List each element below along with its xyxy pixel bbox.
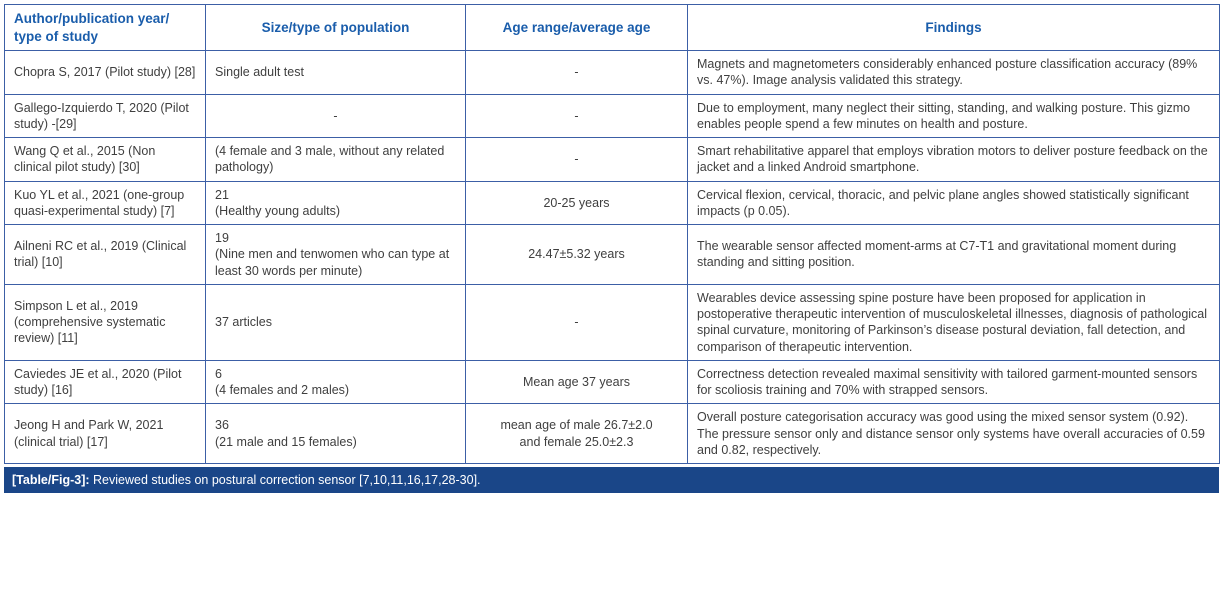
table-body: Chopra S, 2017 (Pilot study) [28] Single … <box>4 50 1220 465</box>
studies-table: Author/publication year/ type of study S… <box>4 3 1220 465</box>
cell-findings: Smart rehabilitative apparel that employ… <box>687 137 1220 182</box>
page: Author/publication year/ type of study S… <box>4 3 1220 494</box>
col-header-population: Size/type of population <box>205 3 466 52</box>
table-header-row: Author/publication year/ type of study S… <box>4 3 1220 52</box>
cell-age: - <box>465 93 688 139</box>
cell-age: mean age of male 26.7±2.0 and female 25.… <box>465 403 688 465</box>
cell-author: Simpson L et al., 2019 (comprehensive sy… <box>4 283 206 361</box>
cell-population: Single adult test <box>205 50 466 95</box>
caption-label: [Table/Fig-3]: <box>12 473 90 488</box>
table-row: Gallego-Izquierdo T, 2020 (Pilot study) … <box>4 93 1220 139</box>
table-row: Kuo YL et al., 2021 (one-group quasi-exp… <box>4 180 1220 226</box>
col-header-age: Age range/average age <box>465 3 688 52</box>
table-row: Simpson L et al., 2019 (comprehensive sy… <box>4 283 1220 361</box>
caption-text: Reviewed studies on postural correction … <box>89 473 481 488</box>
cell-author: Gallego-Izquierdo T, 2020 (Pilot study) … <box>4 93 206 139</box>
cell-findings: The wearable sensor affected moment-arms… <box>687 224 1220 285</box>
table-caption: [Table/Fig-3]: Reviewed studies on postu… <box>4 467 1219 494</box>
cell-population: 19 (Nine men and tenwomen who can type a… <box>205 224 466 285</box>
cell-population: - <box>205 93 466 139</box>
table-row: Chopra S, 2017 (Pilot study) [28] Single … <box>4 50 1220 95</box>
cell-author: Chopra S, 2017 (Pilot study) [28] <box>4 50 206 95</box>
cell-findings: Cervical flexion, cervical, thoracic, an… <box>687 180 1220 226</box>
cell-findings: Wearables device assessing spine posture… <box>687 283 1220 361</box>
cell-population: 6 (4 females and 2 males) <box>205 359 466 405</box>
cell-author: Kuo YL et al., 2021 (one-group quasi-exp… <box>4 180 206 226</box>
cell-author: Jeong H and Park W, 2021 (clinical trial… <box>4 403 206 465</box>
cell-author: Wang Q et al., 2015 (Non clinical pilot … <box>4 137 206 182</box>
cell-age: Mean age 37 years <box>465 359 688 405</box>
table-row: Ailneni RC et al., 2019 (Clinical trial)… <box>4 224 1220 285</box>
cell-findings: Overall posture categorisation accuracy … <box>687 403 1220 465</box>
cell-age: - <box>465 50 688 95</box>
cell-author: Caviedes JE et al., 2020 (Pilot study) [… <box>4 359 206 405</box>
cell-findings: Correctness detection revealed maximal s… <box>687 359 1220 405</box>
cell-findings: Magnets and magnetometers considerably e… <box>687 50 1220 95</box>
table-row: Caviedes JE et al., 2020 (Pilot study) [… <box>4 359 1220 405</box>
table-row: Jeong H and Park W, 2021 (clinical trial… <box>4 403 1220 465</box>
cell-age: - <box>465 137 688 182</box>
table-row: Wang Q et al., 2015 (Non clinical pilot … <box>4 137 1220 182</box>
cell-age: 24.47±5.32 years <box>465 224 688 285</box>
cell-population: 21 (Healthy young adults) <box>205 180 466 226</box>
cell-findings: Due to employment, many neglect their si… <box>687 93 1220 139</box>
cell-population: 36 (21 male and 15 females) <box>205 403 466 465</box>
col-header-author: Author/publication year/ type of study <box>4 3 206 52</box>
cell-age: 20-25 years <box>465 180 688 226</box>
col-header-findings: Findings <box>687 3 1220 52</box>
cell-author: Ailneni RC et al., 2019 (Clinical trial)… <box>4 224 206 285</box>
cell-age: - <box>465 283 688 361</box>
cell-population: 37 articles <box>205 283 466 361</box>
cell-population: (4 female and 3 male, without any relate… <box>205 137 466 182</box>
